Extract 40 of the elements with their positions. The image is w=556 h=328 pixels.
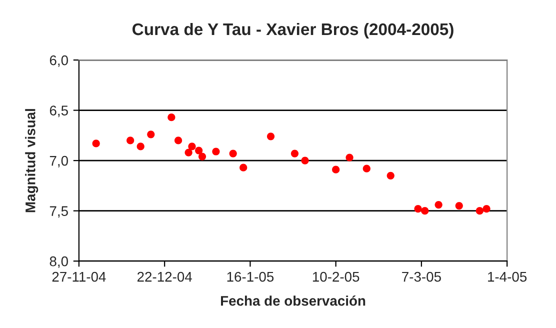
x-tick-label: 22-12-04: [137, 272, 192, 282]
point: [168, 114, 176, 122]
point: [332, 166, 340, 174]
point: [362, 164, 370, 172]
point: [455, 202, 463, 210]
point: [476, 207, 484, 215]
point: [174, 136, 182, 144]
y-tick-label: 6,0: [50, 55, 68, 67]
point: [188, 142, 196, 150]
point: [126, 136, 134, 144]
point: [421, 207, 429, 215]
point: [184, 148, 192, 156]
y-tick-label: 7,0: [50, 156, 68, 168]
point: [346, 154, 354, 162]
y-tick-label: 8,0: [50, 256, 68, 268]
point: [229, 150, 237, 158]
point: [414, 205, 422, 213]
point: [92, 140, 100, 148]
y-tick-label: 6,5: [50, 106, 68, 118]
point: [386, 172, 394, 180]
point: [434, 200, 442, 209]
x-tick-label: 16-1-05: [227, 272, 274, 282]
point: [301, 156, 309, 164]
chart-title: Curva de Y Tau - Xavier Bros (2004-2005): [132, 22, 454, 38]
point: [136, 142, 144, 150]
point: [266, 132, 275, 140]
point: [482, 205, 490, 213]
point: [198, 152, 206, 160]
x-axis-title: Fecha de observación: [221, 295, 366, 306]
point: [240, 164, 248, 172]
point: [212, 148, 220, 156]
x-tick-label: 10-2-05: [312, 272, 360, 282]
point: [147, 130, 155, 138]
y-axis-title: Magnitud visual: [25, 109, 38, 212]
x-tick-label: 1-4-05: [488, 272, 527, 282]
point: [290, 150, 299, 158]
point: [195, 146, 203, 154]
x-tick-label: 7-3-05: [402, 272, 441, 282]
y-tick-label: 7,5: [50, 206, 68, 218]
x-tick-label: 27-11-04: [52, 272, 106, 282]
